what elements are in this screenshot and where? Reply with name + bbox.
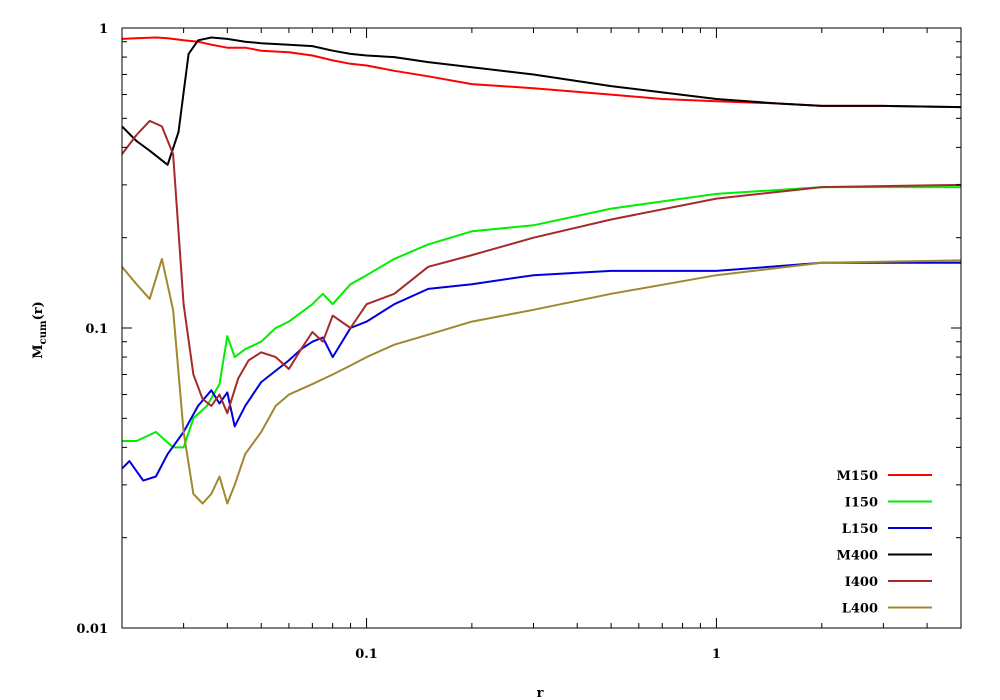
- series-line-m150: [121, 36, 962, 109]
- legend-label-m150: M150: [836, 469, 878, 484]
- series-layer: [121, 36, 962, 505]
- series-line-m400: [121, 36, 962, 166]
- legend-label-l150: L150: [842, 522, 878, 537]
- series-line-l150: [121, 261, 961, 482]
- legend: M150 I150 L150 M400 I400 L400: [836, 469, 932, 617]
- legend-label-l400: L400: [842, 602, 878, 617]
- y-axis-title: Mcum(r): [31, 301, 49, 359]
- y-tick-label: 0.1: [85, 322, 108, 337]
- legend-label-i150: I150: [845, 496, 878, 511]
- x-axis-title: r: [537, 686, 544, 700]
- y-axis-title-sub: cum: [38, 320, 49, 344]
- y-axis-title-main: M: [31, 344, 46, 358]
- series-line-i400: [121, 119, 962, 415]
- x-tick-label: 1: [712, 647, 721, 662]
- y-tick-label: 0.01: [76, 622, 108, 637]
- y-tick-label: 1: [99, 22, 108, 37]
- series-line-l400: [121, 257, 962, 505]
- series-line-i150: [122, 186, 961, 449]
- legend-label-m400: M400: [836, 549, 878, 564]
- labels-layer: 0.01 0.1 1 0.1 1: [76, 22, 721, 662]
- y-axis-title-suffix: (r): [31, 301, 46, 320]
- legend-label-i400: I400: [845, 575, 878, 590]
- plot-frame: [121, 27, 962, 629]
- x-tick-label: 0.1: [355, 647, 378, 662]
